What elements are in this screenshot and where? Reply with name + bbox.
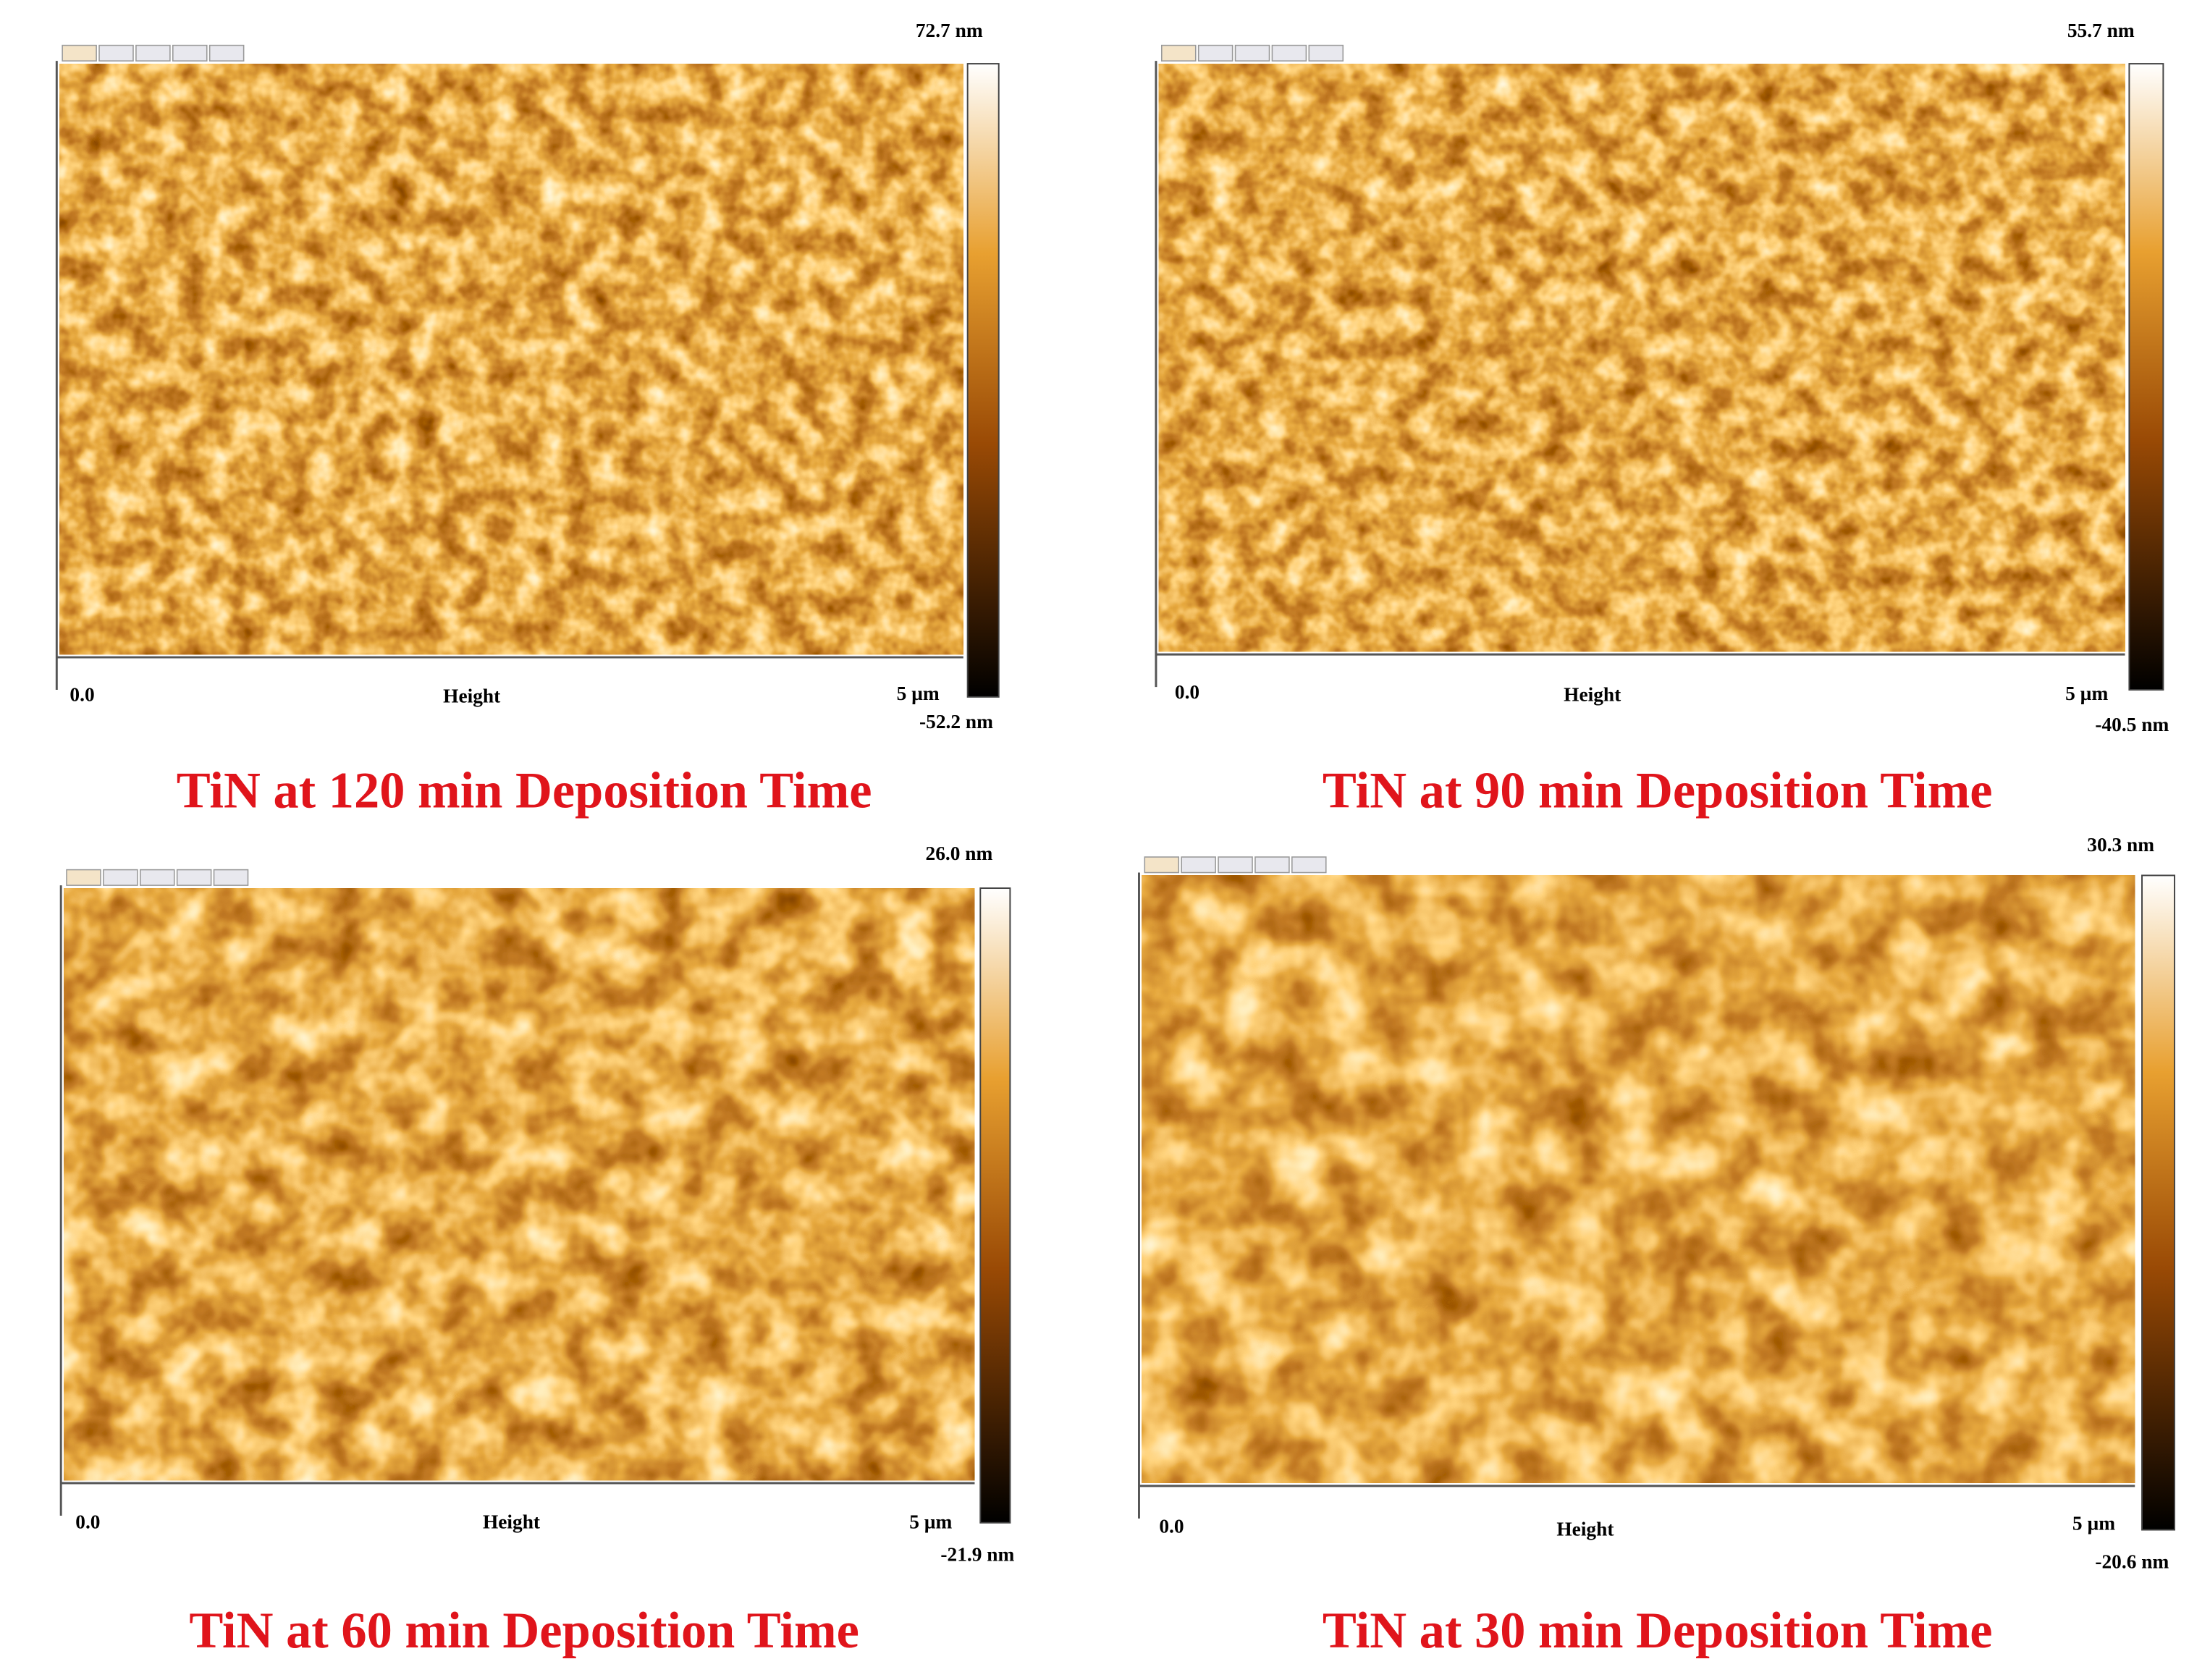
x-end: 5 µm bbox=[897, 683, 940, 704]
color-bar bbox=[966, 63, 1000, 698]
color-bar bbox=[2128, 63, 2164, 691]
scale-max: 72.7 nm bbox=[916, 20, 983, 41]
scale-min: -40.5 nm bbox=[2095, 714, 2169, 735]
caption: TiN at 90 min Deposition Time bbox=[1323, 762, 1993, 819]
afm-panel: 72.7 nm -52.2 nm 0.0 Height 5 µm TiN at 120 m… bbox=[55, 20, 1000, 819]
toolbar-icon bbox=[176, 869, 212, 886]
afm-panel: 26.0 nm -21.9 nm 0.0 Height 5 µm TiN at 60 mi… bbox=[59, 843, 1015, 1659]
toolbar-icon bbox=[140, 869, 175, 886]
afm-image bbox=[1158, 64, 2125, 652]
afm-image bbox=[1142, 875, 2135, 1483]
afm-panel: 55.7 nm -40.5 nm 0.0 Height 5 µm TiN at 90 mi… bbox=[1155, 20, 2169, 819]
toolbar-icon bbox=[1197, 44, 1233, 62]
x-start: 0.0 bbox=[69, 684, 94, 706]
scale-min: -52.2 nm bbox=[919, 711, 993, 733]
toolbar-icon bbox=[98, 44, 134, 62]
scale-min: -21.9 nm bbox=[940, 1544, 1014, 1566]
toolbar-icon bbox=[66, 869, 101, 886]
x-end: 5 µm bbox=[909, 1511, 952, 1533]
x-start: 0.0 bbox=[1175, 681, 1199, 703]
caption: TiN at 120 min Deposition Time bbox=[177, 762, 872, 819]
afm-image bbox=[59, 64, 963, 655]
toolbar-icon bbox=[213, 869, 249, 886]
scale-max: 26.0 nm bbox=[926, 843, 993, 864]
toolbar-icon bbox=[135, 44, 171, 62]
caption: TiN at 30 min Deposition Time bbox=[1323, 1603, 1993, 1659]
toolbar-icon bbox=[1254, 856, 1290, 874]
toolbar-icon bbox=[1181, 856, 1216, 874]
toolbar-icon bbox=[208, 44, 245, 62]
x-end: 5 µm bbox=[2072, 1513, 2115, 1535]
afm-image bbox=[64, 888, 975, 1481]
axis-label: Height bbox=[1564, 684, 1621, 706]
toolbar-icon bbox=[1144, 856, 1180, 874]
toolbar-icon bbox=[1218, 856, 1253, 874]
color-bar bbox=[2141, 874, 2176, 1531]
x-start: 0.0 bbox=[1159, 1515, 1184, 1537]
afm-panel: 30.3 nm -20.6 nm 0.0 Height 5 µm TiN at 30 mi… bbox=[1138, 834, 2176, 1659]
toolbar-icon bbox=[172, 44, 208, 62]
toolbar-icon bbox=[103, 869, 138, 886]
x-start: 0.0 bbox=[75, 1511, 100, 1533]
caption: TiN at 60 min Deposition Time bbox=[189, 1603, 859, 1659]
toolbar-icon bbox=[1271, 44, 1307, 62]
toolbar-icon bbox=[1234, 44, 1270, 62]
scale-max: 55.7 nm bbox=[2067, 20, 2135, 41]
color-bar bbox=[979, 887, 1011, 1524]
axis-label: Height bbox=[443, 685, 500, 707]
toolbar-icon bbox=[62, 44, 97, 62]
toolbar-icon bbox=[1291, 856, 1327, 874]
toolbar-icon bbox=[1308, 44, 1344, 62]
axis-label: Height bbox=[483, 1511, 540, 1533]
x-end: 5 µm bbox=[2065, 683, 2108, 704]
scale-min: -20.6 nm bbox=[2095, 1550, 2169, 1572]
scale-max: 30.3 nm bbox=[2087, 834, 2154, 856]
axis-label: Height bbox=[1556, 1518, 1614, 1540]
toolbar-icon bbox=[1160, 44, 1197, 62]
